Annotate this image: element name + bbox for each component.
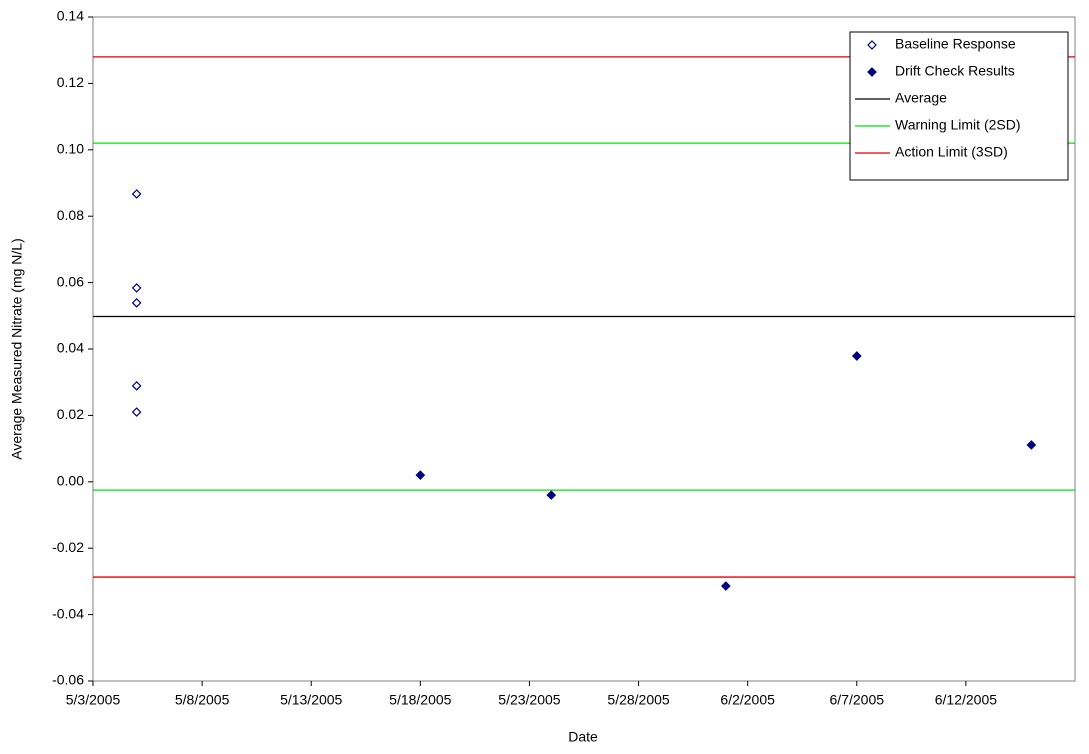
- marker: [546, 490, 557, 500]
- y-tick-label: 0.10: [57, 141, 84, 157]
- marker: [1026, 440, 1037, 450]
- x-axis-title: Date: [568, 729, 598, 745]
- y-axis-title: Average Measured Nitrate (mg N/L): [9, 238, 25, 460]
- y-tick-label: 0.08: [57, 207, 84, 223]
- y-tick-label: 0.00: [57, 473, 84, 489]
- legend-label: Warning Limit (2SD): [895, 117, 1021, 133]
- legend-label: Drift Check Results: [895, 63, 1015, 79]
- marker: [851, 351, 862, 361]
- marker: [131, 298, 142, 308]
- x-tick-label: 5/13/2005: [280, 692, 342, 708]
- marker: [720, 581, 731, 591]
- x-tick-label: 5/23/2005: [498, 692, 560, 708]
- y-tick-label: -0.02: [52, 539, 84, 555]
- legend-label: Baseline Response: [895, 36, 1016, 52]
- marker: [131, 283, 142, 293]
- x-tick-label: 6/2/2005: [720, 692, 775, 708]
- legend: Baseline Response Drift Check Results Aver…: [849, 31, 1069, 181]
- x-tick-label: 6/12/2005: [935, 692, 997, 708]
- marker: [867, 67, 877, 77]
- marker: [131, 381, 142, 391]
- y-tick-label: 0.14: [57, 8, 84, 24]
- y-tick-label: -0.04: [52, 605, 84, 621]
- marker: [867, 40, 877, 50]
- x-tick-label: 5/18/2005: [389, 692, 451, 708]
- legend-box: [849, 31, 1069, 181]
- y-tick-label: -0.06: [52, 672, 84, 688]
- x-tick-label: 6/7/2005: [830, 692, 885, 708]
- marker: [131, 189, 142, 199]
- x-tick-label: 5/8/2005: [175, 692, 230, 708]
- legend-label: Average: [895, 90, 947, 106]
- y-tick-label: 0.02: [57, 406, 84, 422]
- marker: [131, 407, 142, 417]
- x-tick-label: 5/3/2005: [66, 692, 121, 708]
- legend-label: Action Limit (3SD): [895, 144, 1008, 160]
- x-tick-label: 5/28/2005: [607, 692, 669, 708]
- y-tick-label: 0.04: [57, 340, 84, 356]
- y-tick-label: 0.06: [57, 273, 84, 289]
- marker: [415, 470, 426, 481]
- y-tick-label: 0.12: [57, 74, 84, 90]
